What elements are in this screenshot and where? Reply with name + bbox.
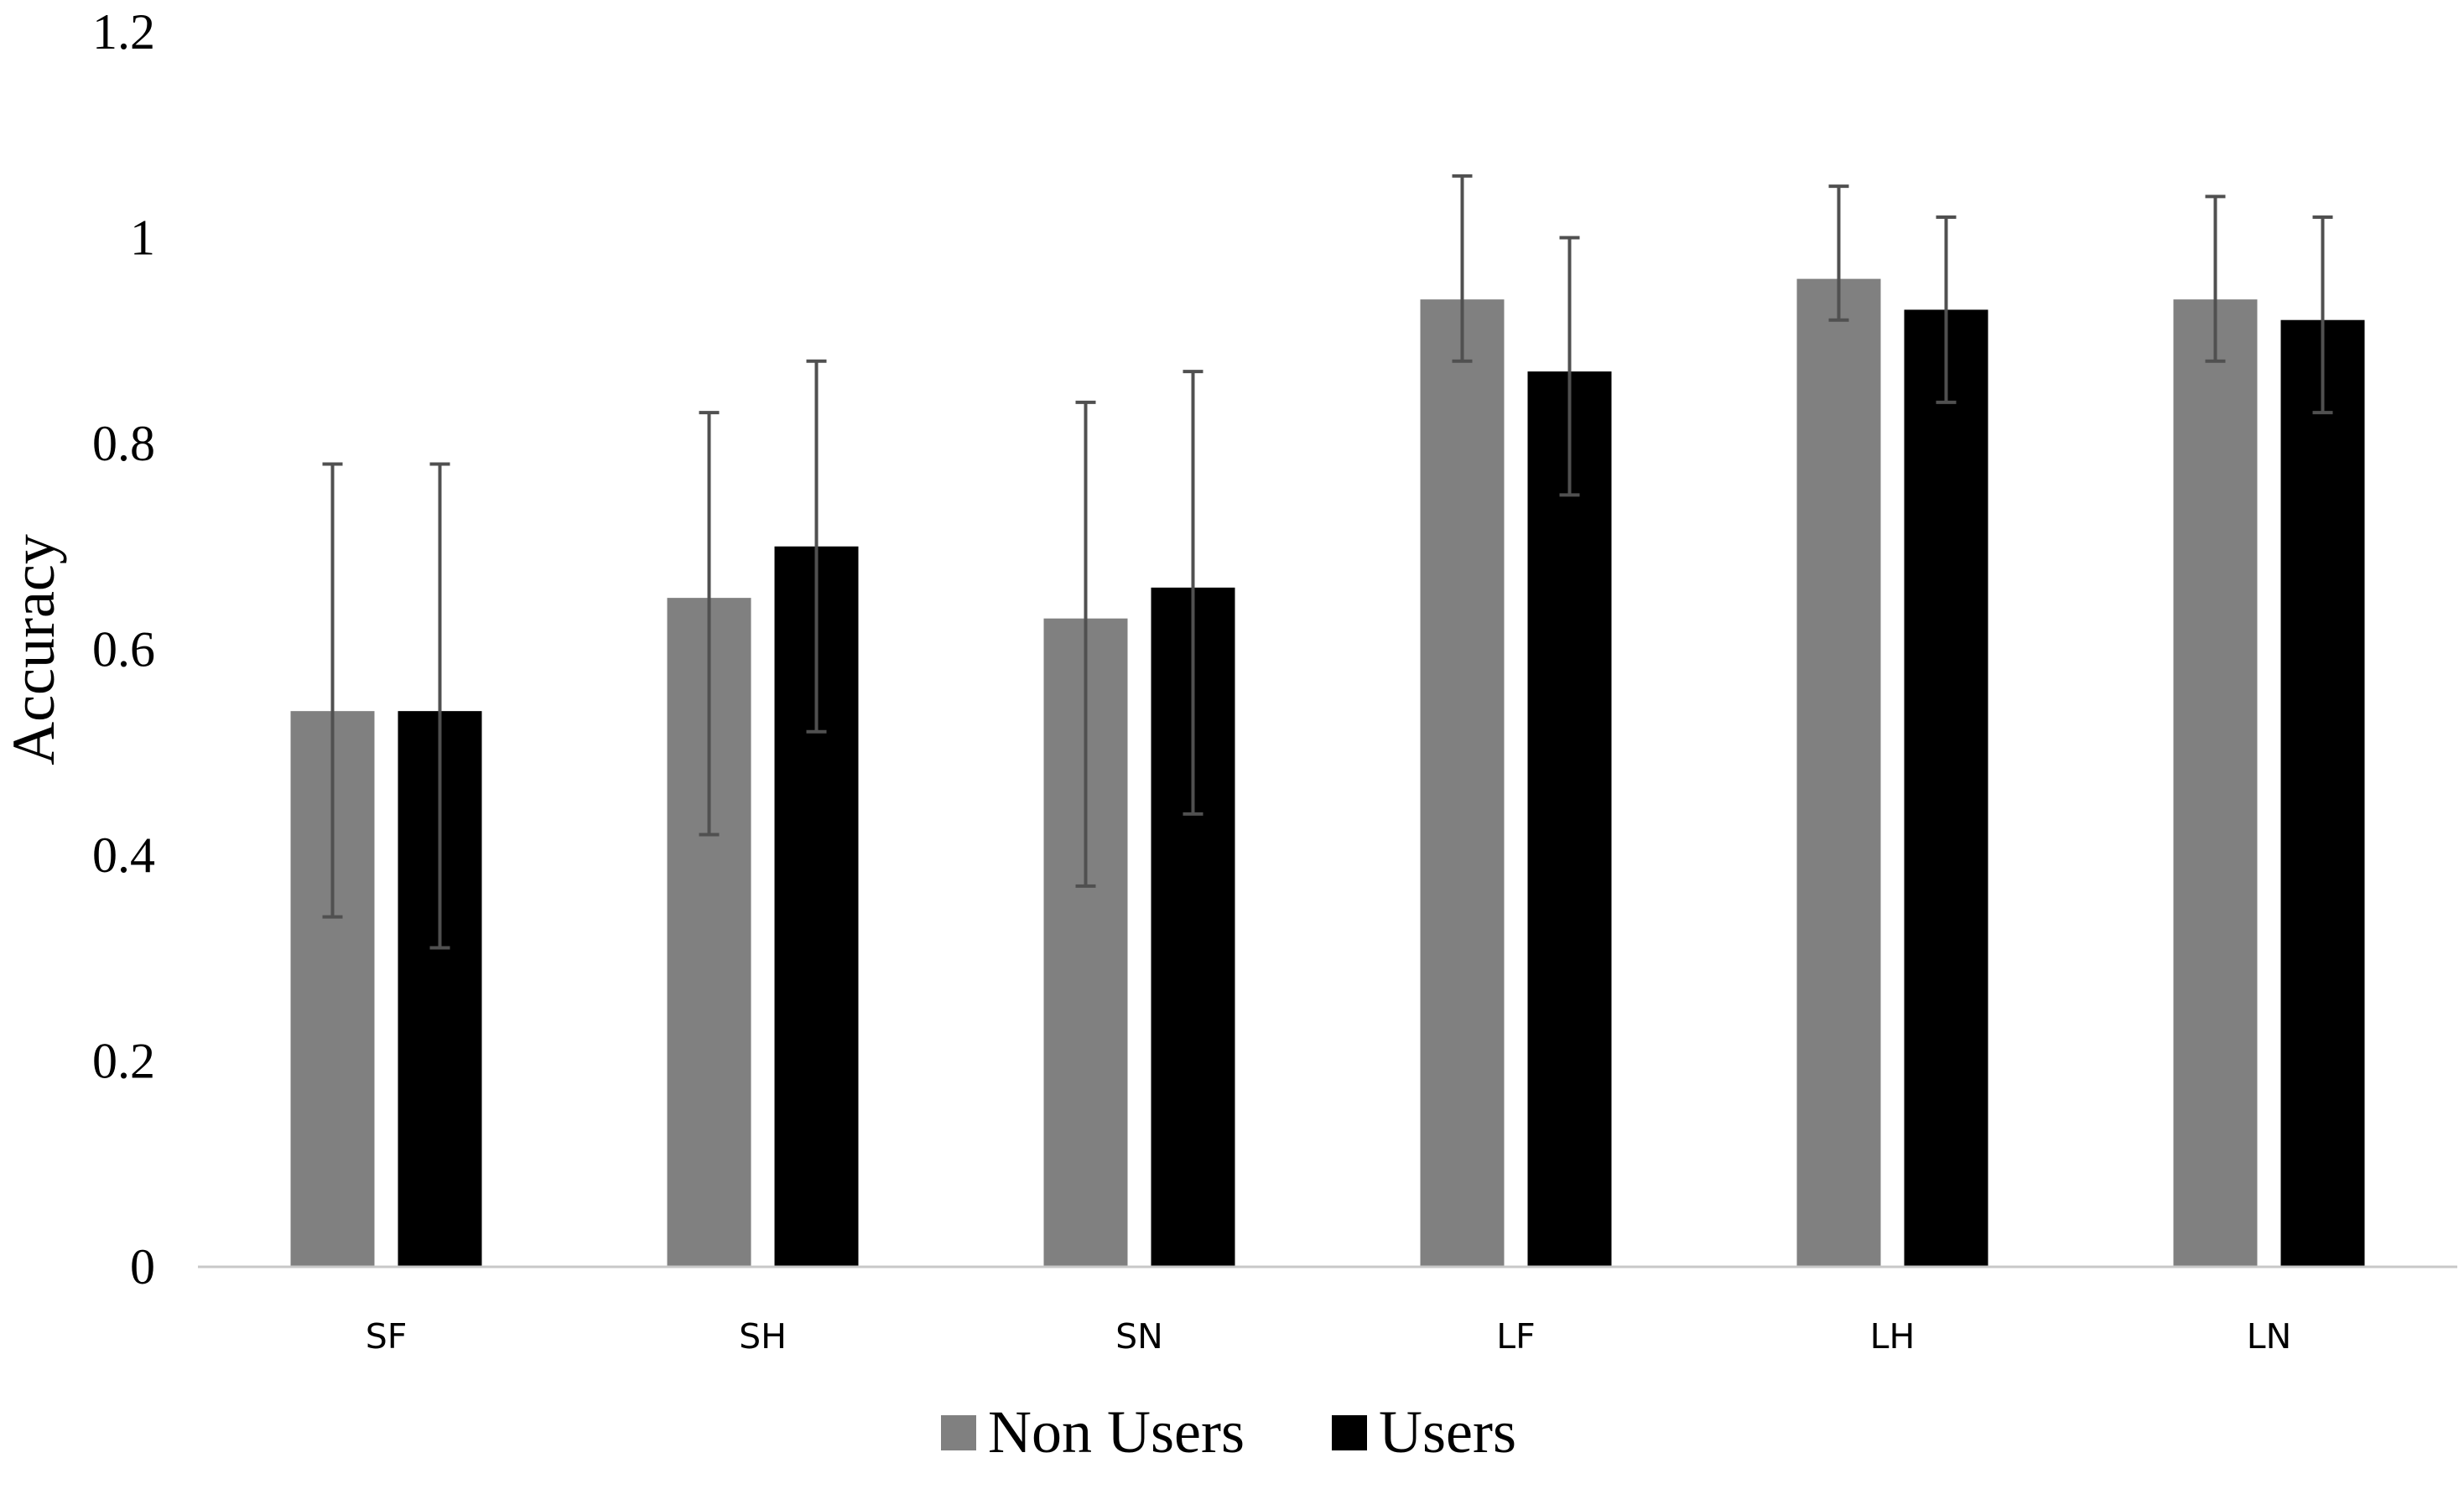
bars xyxy=(290,278,2365,1268)
error-bars xyxy=(322,174,2333,950)
error-bar-users-sh xyxy=(806,359,827,734)
error-bar-non-users-lf xyxy=(1452,174,1473,363)
bar-non-users-ln xyxy=(2173,299,2258,1267)
legend-label: Non Users xyxy=(988,1398,1245,1466)
error-bar-users-lh xyxy=(1936,215,1957,404)
y-tick-label: 0 xyxy=(130,1239,155,1294)
legend-item-users: Users xyxy=(1332,1398,1516,1466)
legend-swatch xyxy=(1332,1415,1367,1450)
error-bar-non-users-sf xyxy=(322,462,343,919)
y-axis-label: Accuracy xyxy=(0,534,67,765)
bar-users-lh xyxy=(1904,309,1988,1267)
error-bar-users-sf xyxy=(429,462,450,950)
bar-users-ln xyxy=(2280,319,2365,1268)
x-tick-label: SH xyxy=(739,1316,787,1357)
error-bar-users-sn xyxy=(1183,370,1203,816)
error-bar-users-lf xyxy=(1559,236,1580,497)
y-tick-label: 1.2 xyxy=(92,4,155,60)
y-tick-label: 0.4 xyxy=(92,828,155,883)
error-bar-non-users-lh xyxy=(1828,184,1849,322)
x-tick-label: LH xyxy=(1870,1316,1916,1357)
bar-users-lf xyxy=(1527,371,1612,1268)
x-tick-label: LF xyxy=(1496,1316,1535,1357)
error-bar-non-users-sh xyxy=(699,411,720,837)
legend: Non Users Users xyxy=(941,1398,1516,1466)
y-tick-label: 0.6 xyxy=(92,622,155,677)
bar-non-users-lh xyxy=(1796,278,1881,1268)
x-tick-label: SF xyxy=(366,1316,408,1357)
x-axis-ticks: SF SH SN LF LH LN xyxy=(366,1316,2292,1357)
y-tick-label: 1 xyxy=(130,210,155,266)
error-bar-non-users-sn xyxy=(1075,400,1096,888)
y-axis-ticks: 0 0.2 0.4 0.6 0.8 1 1.2 xyxy=(92,4,155,1294)
bar-non-users-lf xyxy=(1420,299,1505,1267)
x-tick-label: LN xyxy=(2247,1316,2292,1357)
error-bar-non-users-ln xyxy=(2205,195,2226,363)
x-tick-label: SN xyxy=(1115,1316,1163,1357)
error-bar-users-ln xyxy=(2312,215,2333,415)
y-tick-label: 0.2 xyxy=(92,1034,155,1089)
legend-item-non-users: Non Users xyxy=(941,1398,1245,1466)
legend-swatch xyxy=(941,1415,976,1450)
y-tick-label: 0.8 xyxy=(92,416,155,471)
legend-label: Users xyxy=(1379,1398,1516,1466)
y-axis-label-group: Accuracy xyxy=(0,534,67,765)
